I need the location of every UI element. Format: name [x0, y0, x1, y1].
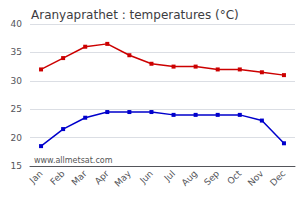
- svg-text:35: 35: [11, 47, 22, 57]
- svg-text:Jan: Jan: [27, 168, 45, 186]
- svg-text:Apr: Apr: [93, 168, 111, 186]
- svg-text:40: 40: [11, 19, 23, 29]
- svg-text:30: 30: [11, 76, 23, 86]
- svg-text:15: 15: [11, 161, 22, 171]
- svg-text:May: May: [113, 168, 134, 189]
- svg-text:Aug: Aug: [180, 168, 199, 187]
- svg-text:Oct: Oct: [225, 168, 243, 186]
- svg-text:20: 20: [11, 133, 23, 143]
- svg-text:Jun: Jun: [137, 168, 155, 186]
- svg-text:Dec: Dec: [268, 168, 287, 187]
- svg-text:Feb: Feb: [48, 168, 67, 187]
- svg-text:25: 25: [11, 104, 22, 114]
- svg-text:Aranyaprathet : temperatures (: Aranyaprathet : temperatures (°C): [31, 8, 239, 22]
- svg-text:Sep: Sep: [202, 168, 221, 187]
- svg-text:Nov: Nov: [246, 168, 266, 188]
- svg-text:Jul: Jul: [162, 168, 177, 183]
- svg-text:www.allmetsat.com: www.allmetsat.com: [34, 156, 113, 165]
- svg-text:Mar: Mar: [70, 168, 89, 187]
